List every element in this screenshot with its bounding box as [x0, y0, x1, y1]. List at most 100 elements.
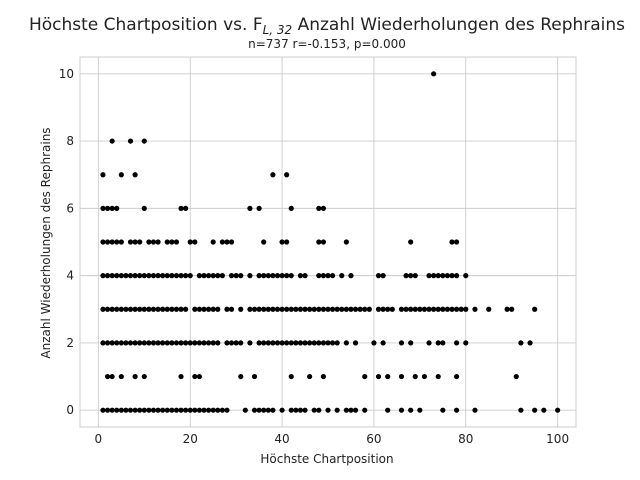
data-point [164, 239, 170, 245]
data-point [228, 239, 235, 245]
data-point [114, 273, 120, 279]
data-point [297, 306, 304, 312]
data-point [343, 340, 349, 346]
data-point [224, 340, 230, 346]
data-point [173, 407, 180, 413]
data-point [270, 306, 276, 312]
data-point [274, 273, 281, 279]
data-point [431, 306, 437, 312]
data-point [279, 306, 285, 312]
data-point [518, 407, 524, 413]
data-point [440, 407, 446, 413]
data-point [215, 273, 221, 279]
data-point [440, 273, 446, 279]
data-point [343, 306, 349, 312]
data-point [238, 306, 244, 312]
data-point [123, 306, 129, 312]
y-tick-label: 0 [66, 403, 74, 417]
data-point [132, 407, 138, 413]
data-point [398, 340, 405, 346]
data-point [137, 340, 143, 346]
data-point [238, 373, 244, 380]
data-point [104, 239, 111, 245]
data-point [426, 273, 432, 279]
data-point [164, 340, 170, 346]
data-point [201, 407, 207, 413]
data-point [408, 273, 414, 279]
x-ticks: 0 20 40 60 80 100 [95, 432, 570, 446]
data-point [398, 306, 405, 312]
data-point [284, 239, 290, 245]
data-point [284, 306, 290, 312]
data-point [261, 239, 267, 245]
data-point [196, 340, 203, 346]
data-point [453, 340, 460, 346]
data-point [132, 340, 138, 346]
data-point [178, 273, 184, 279]
data-point [325, 407, 331, 413]
y-tick-label: 2 [66, 336, 74, 350]
data-point [375, 306, 382, 312]
data-point [178, 340, 184, 346]
data-point [403, 306, 409, 312]
data-point [150, 407, 157, 413]
data-point [205, 306, 212, 312]
data-point [343, 407, 349, 413]
data-point [100, 239, 106, 245]
data-point [104, 407, 111, 413]
data-point [426, 306, 432, 312]
y-tick-label: 6 [66, 201, 74, 215]
data-point [288, 407, 294, 413]
data-point [215, 407, 221, 413]
data-point [316, 340, 322, 346]
x-tick-label: 100 [546, 432, 569, 446]
data-point [444, 306, 451, 312]
data-point [155, 273, 161, 279]
data-point [274, 340, 281, 346]
data-point [196, 306, 203, 312]
data-point [183, 306, 189, 312]
data-point [118, 239, 124, 245]
data-point [352, 306, 359, 312]
data-point [123, 407, 129, 413]
data-point [118, 273, 124, 279]
data-point [219, 407, 225, 413]
data-point [472, 407, 478, 413]
x-axis-label: Höchste Chartposition [260, 452, 393, 466]
data-point [114, 407, 120, 413]
data-point [293, 407, 299, 413]
data-point [385, 373, 391, 380]
data-point [251, 306, 258, 312]
y-tick-label: 4 [66, 269, 74, 283]
data-point [362, 306, 368, 312]
data-point [114, 340, 120, 346]
data-point [307, 306, 313, 312]
data-point [127, 138, 134, 144]
data-point [348, 306, 354, 312]
data-point [104, 306, 111, 312]
data-point [100, 205, 106, 211]
data-point [109, 239, 115, 245]
data-point [196, 373, 203, 380]
data-point [238, 273, 244, 279]
data-point [187, 239, 193, 245]
data-point [316, 407, 322, 413]
x-tick-label: 40 [274, 432, 289, 446]
data-point [178, 306, 184, 312]
data-point [155, 407, 161, 413]
data-point [435, 340, 441, 346]
data-point [261, 340, 267, 346]
data-point [183, 340, 189, 346]
data-point [385, 407, 391, 413]
data-point [297, 273, 304, 279]
data-point [325, 306, 331, 312]
data-point [334, 340, 340, 346]
data-point [297, 340, 304, 346]
y-ticks: 0 2 4 6 8 10 [59, 67, 74, 417]
data-point [215, 340, 221, 346]
x-tick-label: 20 [183, 432, 198, 446]
data-point [366, 306, 372, 312]
data-point [178, 205, 184, 211]
data-point [104, 373, 111, 380]
data-point [114, 205, 120, 211]
